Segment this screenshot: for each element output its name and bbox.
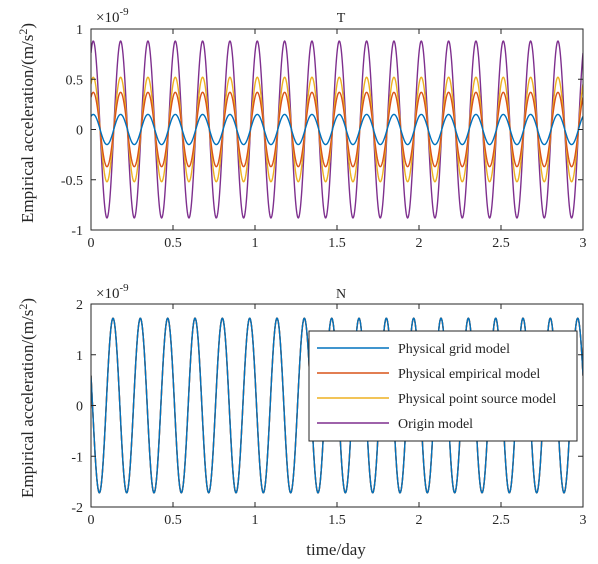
panel-t: T ×10-9 0 0.5 1 1.5 2 2.5 3 -1 -0.5 0 0.5 1 Empiric… <box>16 6 587 251</box>
panel-title-n: N <box>336 287 346 302</box>
legend-label-4: Origin model <box>398 417 473 432</box>
series-line-t-1 <box>91 113 583 146</box>
x-tick-label-t: 3 <box>580 236 587 251</box>
y-tick-label-t: 1 <box>76 23 83 38</box>
x-axis-label: time/day <box>306 540 366 559</box>
legend-label-2: Physical empirical model <box>398 367 540 382</box>
y-exponent-power-n: -9 <box>119 282 129 294</box>
x-tick-label-n: 3 <box>580 513 587 528</box>
plot-background-t <box>91 29 583 230</box>
panel-title-t: T <box>337 11 346 26</box>
x-tick-label-n: 0 <box>88 513 95 528</box>
y-axis-label-n: Empirical acceleration/(m/s2) <box>16 298 37 498</box>
x-tick-label-n: 1.5 <box>328 513 346 528</box>
y-exponent-t: ×10-9 <box>96 6 129 26</box>
panel-n: N ×10-9 0 0.5 1 1.5 2 2.5 3 -2 -1 0 1 2 Physical gri… <box>16 282 587 528</box>
y-exponent-power-t: -9 <box>119 6 129 18</box>
x-tick-label-n: 0.5 <box>164 513 182 528</box>
y-tick-label-t: 0.5 <box>66 73 84 88</box>
y-tick-label-n: 0 <box>76 400 83 415</box>
x-tick-label-n: 1 <box>252 513 259 528</box>
y-exponent-n: ×10-9 <box>96 282 129 302</box>
y-tick-label-n: -2 <box>71 501 83 516</box>
y-tick-label-n: -1 <box>71 450 83 465</box>
legend-label-1: Physical grid model <box>398 342 510 357</box>
series-line-t-3 <box>91 76 583 183</box>
y-axis-label-t: Empirical acceleration/(m/s2) <box>16 23 37 223</box>
series-line-t-4 <box>91 40 583 219</box>
y-tick-label-n: 2 <box>76 298 83 313</box>
series-line-t-2 <box>91 91 583 168</box>
x-tick-label-t: 2.5 <box>492 236 510 251</box>
plot-area-t: 0 0.5 1 1.5 2 2.5 3 -1 -0.5 0 0.5 1 <box>61 23 587 251</box>
legend: Physical grid model Physical empirical mo… <box>308 330 578 442</box>
x-tick-label-n: 2.5 <box>492 513 510 528</box>
x-tick-label-t: 1.5 <box>328 236 346 251</box>
x-tick-label-t: 2 <box>416 236 423 251</box>
legend-label-3: Physical point source model <box>398 392 556 407</box>
x-tick-label-t: 0.5 <box>164 236 182 251</box>
x-tick-label-t: 0 <box>88 236 95 251</box>
x-tick-label-n: 2 <box>416 513 423 528</box>
y-tick-label-t: -0.5 <box>61 174 83 189</box>
x-tick-label-t: 1 <box>252 236 259 251</box>
y-tick-label-t: 0 <box>76 124 83 139</box>
y-tick-label-t: -1 <box>71 224 83 239</box>
y-tick-label-n: 1 <box>76 349 83 364</box>
